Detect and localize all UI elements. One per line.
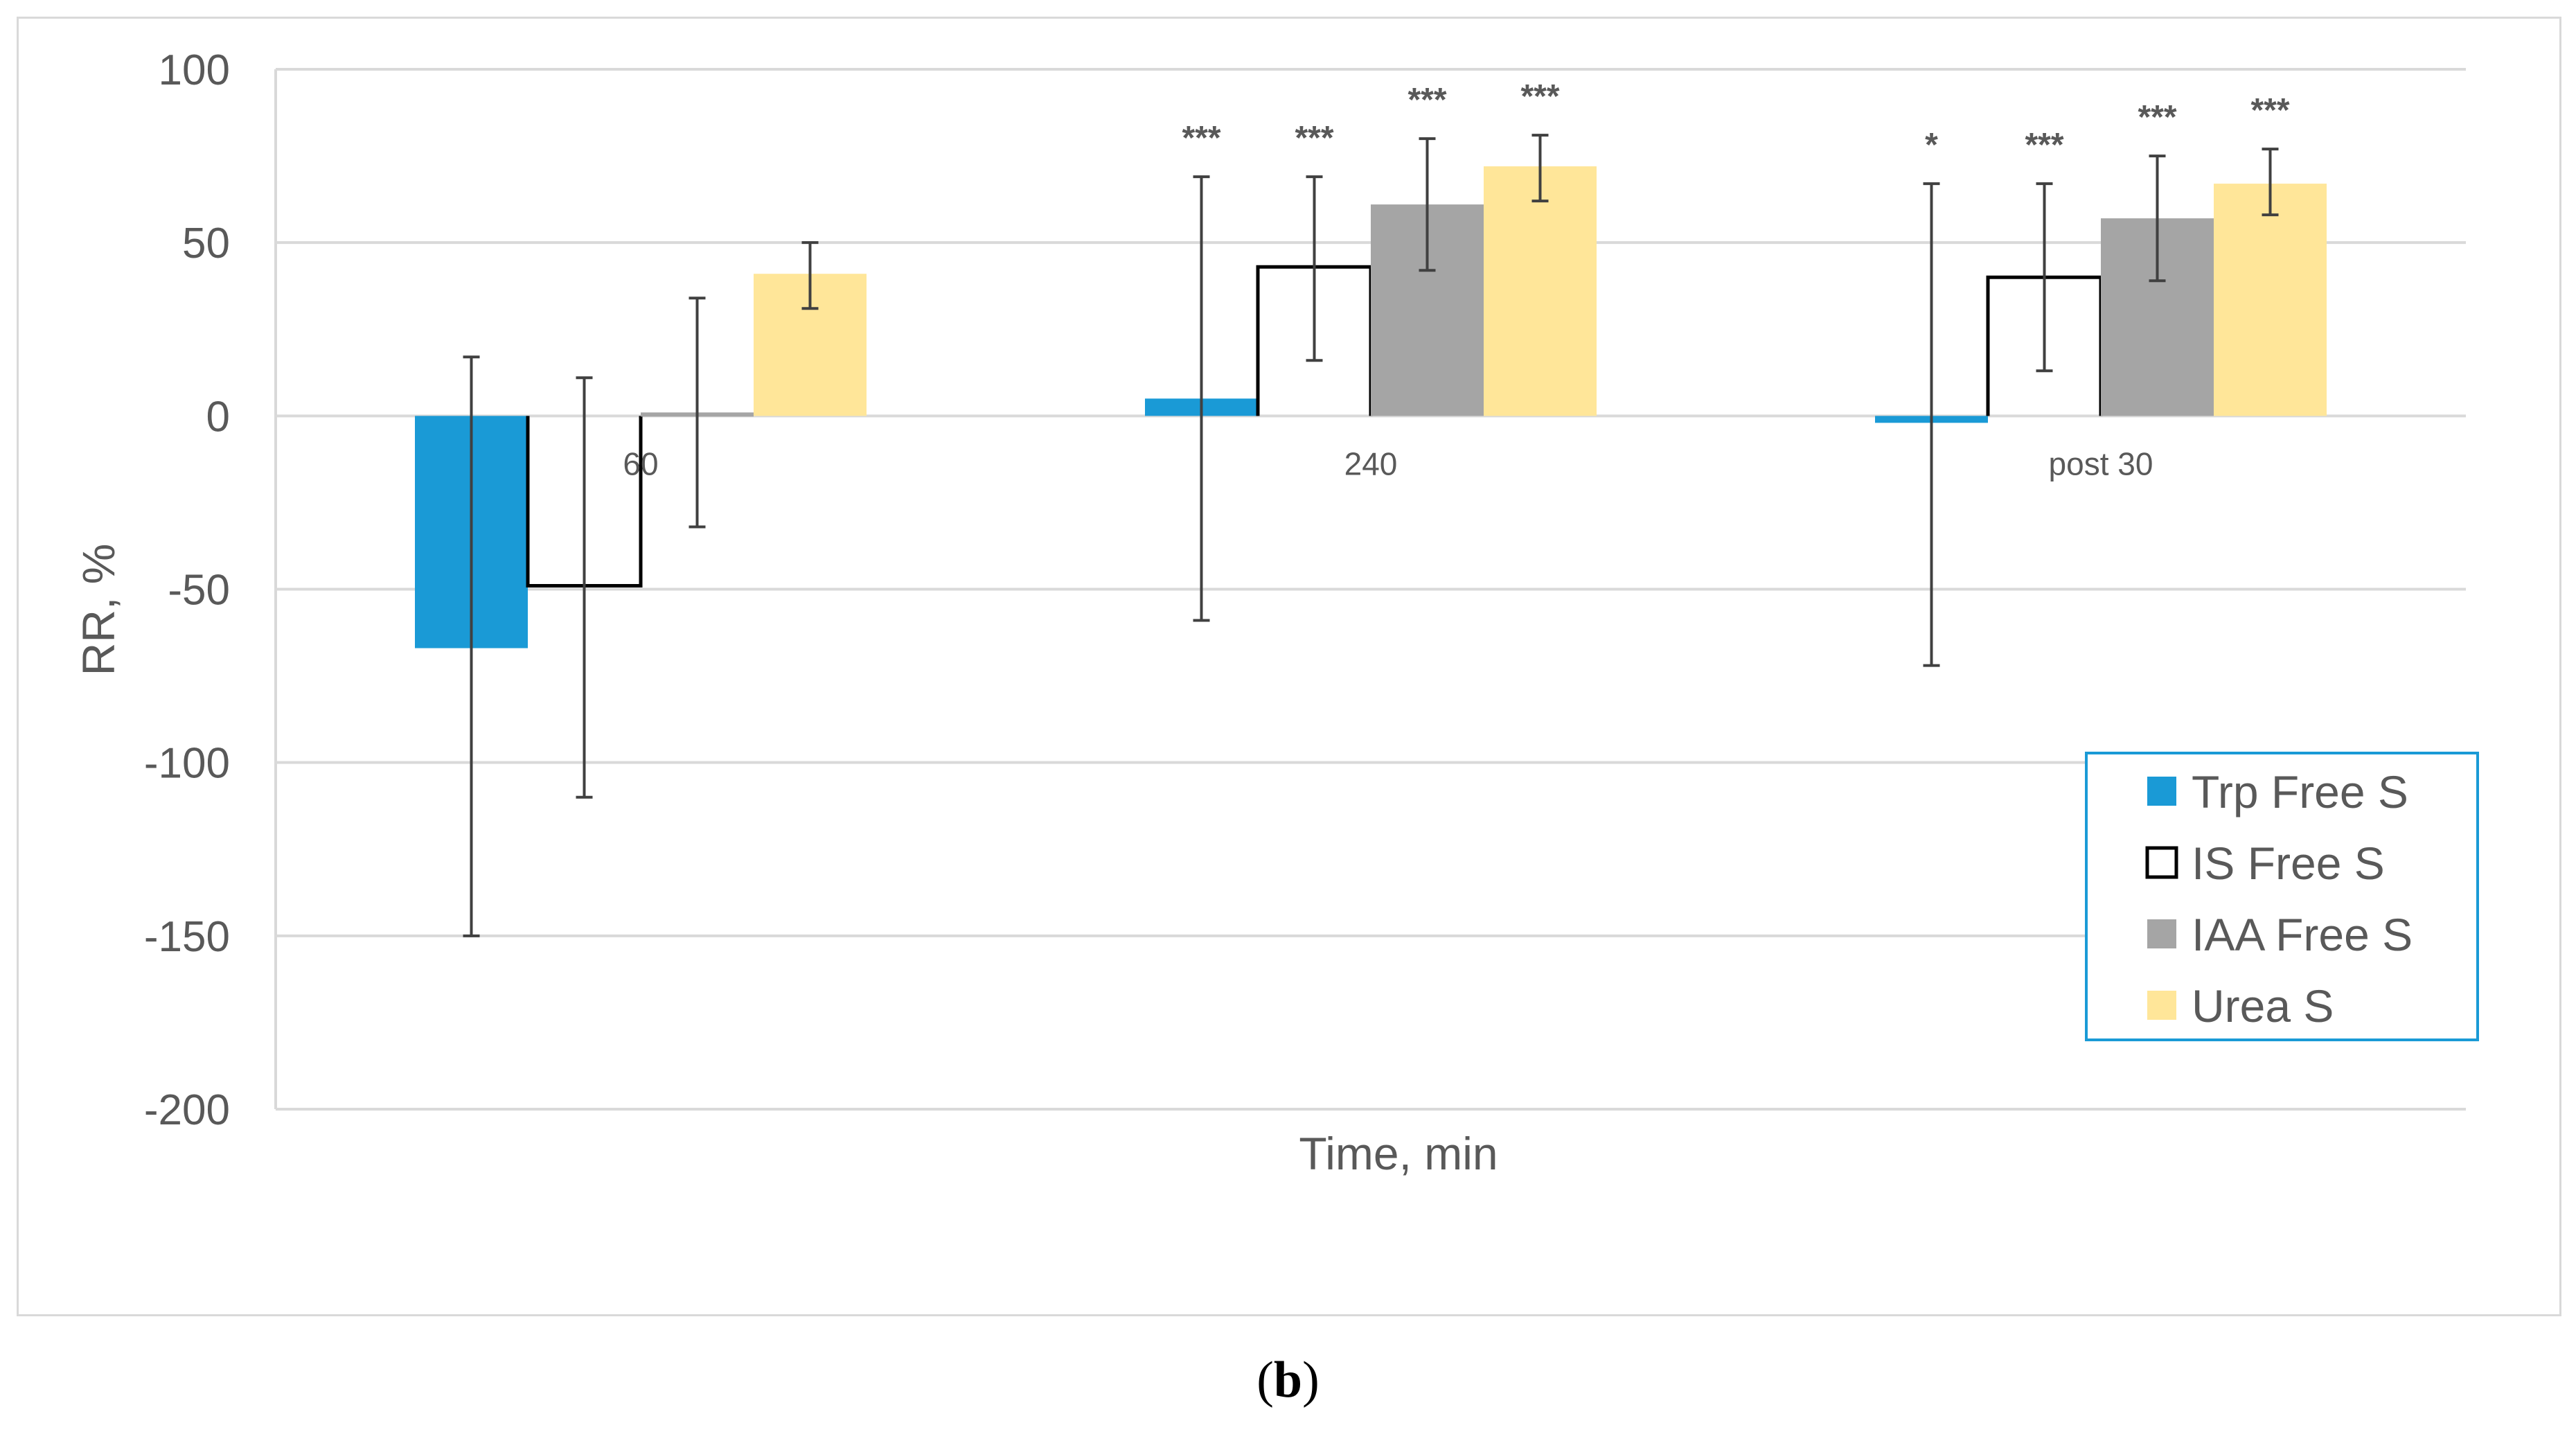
caption-letter: b <box>1273 1352 1303 1408</box>
significance-label: *** <box>1407 82 1446 118</box>
x-tick-label: 60 <box>623 445 658 481</box>
figure-caption: (b) <box>0 1351 2576 1410</box>
bar <box>2214 184 2327 416</box>
y-tick-label: -150 <box>144 913 230 961</box>
x-tick-label: 240 <box>1344 445 1398 481</box>
legend-swatch <box>2147 777 2176 806</box>
error-bars-layer <box>463 134 2279 937</box>
legend-swatch <box>2147 991 2176 1020</box>
legend-label: Trp Free S <box>2192 766 2408 817</box>
significance-label: *** <box>2025 127 2063 163</box>
significance-label: * <box>1925 127 1938 163</box>
y-tick-label: -100 <box>144 740 230 788</box>
significance-label: *** <box>1182 120 1220 157</box>
bar <box>1484 166 1597 416</box>
y-tick-label: 0 <box>206 393 230 441</box>
y-tick-label: -50 <box>168 567 230 615</box>
legend-swatch <box>2145 846 2178 879</box>
significance-label: *** <box>2138 99 2176 136</box>
legend-label: IAA Free S <box>2192 909 2413 960</box>
legend-swatch <box>2147 919 2176 948</box>
significance-label: *** <box>1295 120 1333 157</box>
caption-close: ) <box>1302 1352 1320 1408</box>
legend-label: Urea S <box>2192 980 2334 1032</box>
chart-frame <box>17 17 2561 1316</box>
legend-label: IS Free S <box>2192 838 2385 889</box>
y-tick-label: -200 <box>144 1086 230 1134</box>
significance-label: *** <box>2250 92 2289 129</box>
y-axis-title: RR, % <box>73 544 124 676</box>
x-tick-label: post 30 <box>2049 445 2153 481</box>
y-tick-label: 100 <box>159 46 230 94</box>
significance-label: *** <box>1520 78 1559 115</box>
x-axis-title: Time, min <box>1299 1128 1498 1179</box>
y-tick-label: 50 <box>182 220 230 267</box>
legend: Trp Free S IS Free S IAA Free S Urea S <box>2085 752 2479 1041</box>
bars-layer <box>415 166 2327 648</box>
caption-open: ( <box>1256 1352 1274 1408</box>
